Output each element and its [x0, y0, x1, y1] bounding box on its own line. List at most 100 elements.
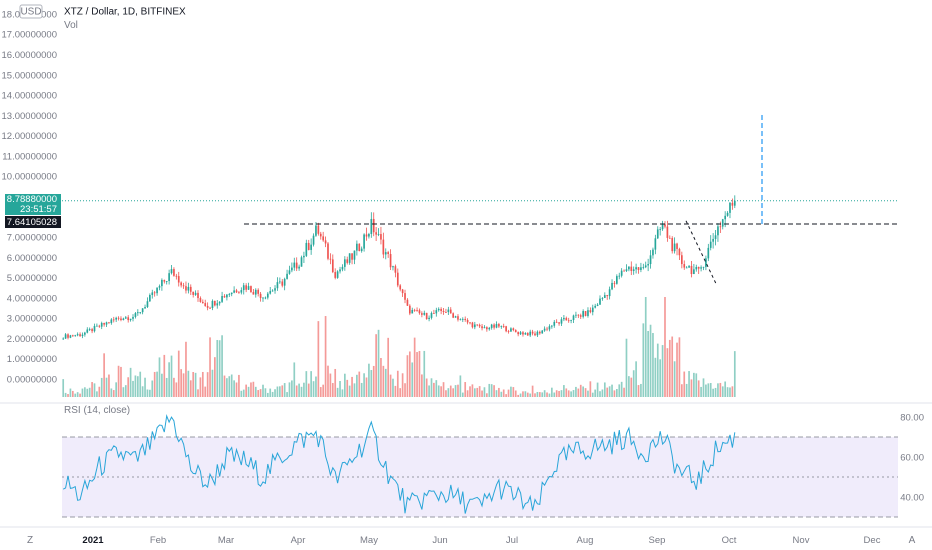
volume-bar — [334, 368, 337, 397]
candle — [293, 257, 296, 271]
currency-badge[interactable]: USD — [20, 7, 41, 18]
volume-bar — [170, 355, 173, 397]
volume-bar — [327, 365, 329, 397]
candle — [153, 290, 156, 297]
candle — [473, 321, 476, 330]
candle — [370, 212, 373, 238]
candle — [64, 333, 67, 339]
volume-bar — [269, 388, 272, 397]
candle — [74, 334, 77, 337]
candle — [440, 307, 442, 315]
candle — [514, 329, 517, 333]
volume-bar — [647, 330, 649, 397]
volume-bar — [464, 382, 467, 397]
candle — [269, 287, 272, 295]
candle — [572, 314, 575, 323]
candle — [238, 291, 240, 294]
candle — [105, 321, 108, 328]
candle — [360, 246, 363, 253]
volume-bar — [668, 339, 671, 397]
volume-bar — [389, 374, 392, 397]
currency-badge-box[interactable] — [19, 4, 43, 19]
volume-bar — [538, 392, 541, 397]
candle — [546, 326, 548, 332]
candle — [628, 266, 630, 272]
rsi-tick-label: 60.00 — [900, 453, 924, 464]
auto-scale-button[interactable]: A — [909, 535, 916, 546]
candle — [197, 290, 199, 302]
volume-bar — [192, 372, 195, 397]
volume-bar — [729, 387, 731, 397]
volume-bar — [365, 377, 368, 397]
volume-bar — [712, 388, 714, 397]
candle — [343, 256, 346, 271]
volume-bar — [377, 329, 380, 397]
timezone-button[interactable]: Z — [27, 535, 33, 546]
candle — [565, 316, 568, 321]
volume-bar — [416, 352, 418, 397]
candle — [387, 250, 390, 258]
volume-bar — [240, 390, 243, 397]
candle — [733, 195, 736, 209]
volume-bar — [274, 389, 276, 397]
candle — [218, 301, 221, 306]
candle — [673, 237, 676, 254]
price-candles[interactable] — [62, 195, 736, 340]
volume-bar — [700, 386, 702, 397]
candle — [575, 311, 577, 319]
candle — [348, 253, 351, 265]
candle — [507, 329, 510, 334]
volume-bar — [551, 387, 553, 397]
volume-bar — [702, 378, 705, 397]
candle — [418, 308, 421, 315]
volume-bar — [671, 336, 674, 397]
volume-bar — [329, 373, 332, 397]
candle — [230, 292, 233, 297]
volume-bar — [300, 386, 303, 397]
volume-bar — [214, 357, 216, 397]
volume-bar — [238, 374, 240, 397]
volume-bar — [177, 350, 180, 397]
volume-bar — [307, 383, 310, 397]
candle — [680, 251, 683, 269]
candle — [502, 323, 505, 328]
volume-bar — [459, 375, 462, 397]
candle — [141, 308, 144, 315]
candle — [635, 263, 637, 274]
volume-bar — [596, 382, 599, 397]
volume-bar — [298, 383, 300, 397]
candle — [510, 327, 512, 332]
candle — [618, 272, 621, 280]
volume-bar — [517, 394, 519, 397]
volume-bar — [98, 386, 101, 397]
current-price-tag — [5, 194, 61, 215]
time-axis[interactable]: 2021 Feb Mar Apr May Jun Jul Aug Sep Oct Nov Dec — [82, 535, 880, 546]
candle — [611, 279, 613, 291]
volume-bar — [163, 354, 166, 397]
volume-bar — [341, 389, 344, 397]
candle — [594, 303, 597, 309]
candle — [421, 311, 423, 318]
candle — [173, 267, 175, 277]
volume-bar — [466, 390, 469, 397]
volume-bar — [502, 389, 505, 397]
volume-bar — [346, 379, 349, 397]
volume-bar — [105, 377, 108, 397]
volume-bar — [180, 369, 182, 397]
price-tick-label: 4.00000000 — [7, 293, 57, 304]
volume-bar — [519, 393, 522, 397]
volume-bar — [613, 390, 616, 397]
price-tick-label: 16.00000000 — [2, 50, 57, 61]
candle — [490, 323, 493, 330]
volume-bar — [141, 386, 144, 397]
volume-bar — [387, 337, 390, 397]
candle — [519, 330, 522, 336]
rsi-axis[interactable]: 80.00 60.00 40.00 — [900, 413, 924, 504]
candle — [478, 323, 481, 328]
volume-bar — [481, 390, 483, 397]
candle — [430, 311, 433, 320]
volume-bar — [283, 383, 286, 397]
volume-bar — [235, 382, 238, 397]
candle — [652, 247, 654, 259]
